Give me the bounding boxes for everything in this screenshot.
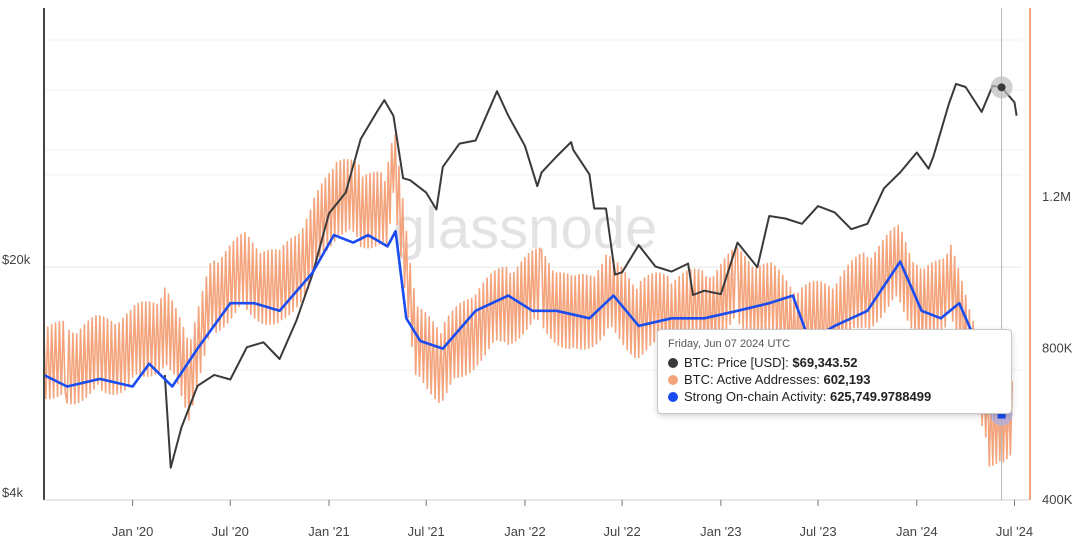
strong-legend-dot — [668, 391, 678, 402]
right-axis-ticks: 400K 800K 1.2M — [1042, 189, 1073, 507]
x-tick-label: Jan '22 — [504, 524, 546, 539]
right-tick-label: 400K — [1042, 492, 1073, 507]
price-series — [163, 82, 1018, 469]
addresses-legend-dot — [668, 374, 678, 385]
tooltip-label: BTC: Price [USD]: — [684, 355, 789, 370]
axes — [43, 8, 1031, 501]
x-tick-label: Jul '21 — [408, 524, 445, 539]
tooltip-label: Strong On-chain Activity: — [684, 389, 827, 404]
tooltip-date: Friday, Jun 07 2024 UTC — [668, 338, 791, 350]
x-tick-label: Jan '23 — [700, 524, 742, 539]
left-tick-label: $20k — [2, 252, 31, 267]
strong-activity-series — [43, 230, 1010, 416]
left-axis-ticks: $4k $20k — [2, 252, 31, 500]
strong-marker — [997, 410, 1006, 419]
left-tick-label: $4k — [2, 485, 23, 500]
x-tick-label: Jul '22 — [604, 524, 641, 539]
price-legend-dot — [668, 357, 678, 368]
tooltip-row-strong: Strong On-chain Activity: 625,749.978849… — [668, 388, 1001, 405]
tooltip-row-addresses: BTC: Active Addresses: 602,193 — [668, 371, 1001, 388]
tooltip-value: 625,749.9788499 — [829, 389, 932, 404]
x-tick-label: Jan '24 — [896, 524, 938, 539]
watermark: glassnode — [393, 196, 657, 261]
tooltip-value: 602,193 — [823, 372, 871, 387]
active-addresses-series — [43, 133, 1013, 467]
tooltip-row-price: BTC: Price [USD]: $69,343.52 — [668, 354, 1001, 371]
tooltip-label: BTC: Active Addresses: — [684, 372, 820, 387]
x-tick-label: Jul '23 — [799, 524, 836, 539]
x-tick-label: Jul '24 — [996, 524, 1033, 539]
active-addresses-line — [43, 133, 1013, 467]
price-marker — [997, 83, 1006, 92]
price-line — [163, 82, 1018, 469]
cursor-markers — [990, 8, 1013, 500]
strong-activity-line — [43, 230, 1010, 416]
chart-tooltip: Friday, Jun 07 2024 UTC BTC: Price [USD]… — [657, 329, 1012, 414]
right-tick-label: 1.2M — [1042, 189, 1071, 204]
x-tick-label: Jul '20 — [212, 524, 249, 539]
x-tick-label: Jan '21 — [308, 524, 350, 539]
right-tick-label: 800K — [1042, 341, 1073, 356]
tooltip-value: $69,343.52 — [792, 355, 858, 370]
x-axis-ticks: Jan '20 Jul '20 Jan '21 Jul '21 Jan '22 Jul '… — [112, 500, 1033, 539]
x-tick-label: Jan '20 — [112, 524, 154, 539]
